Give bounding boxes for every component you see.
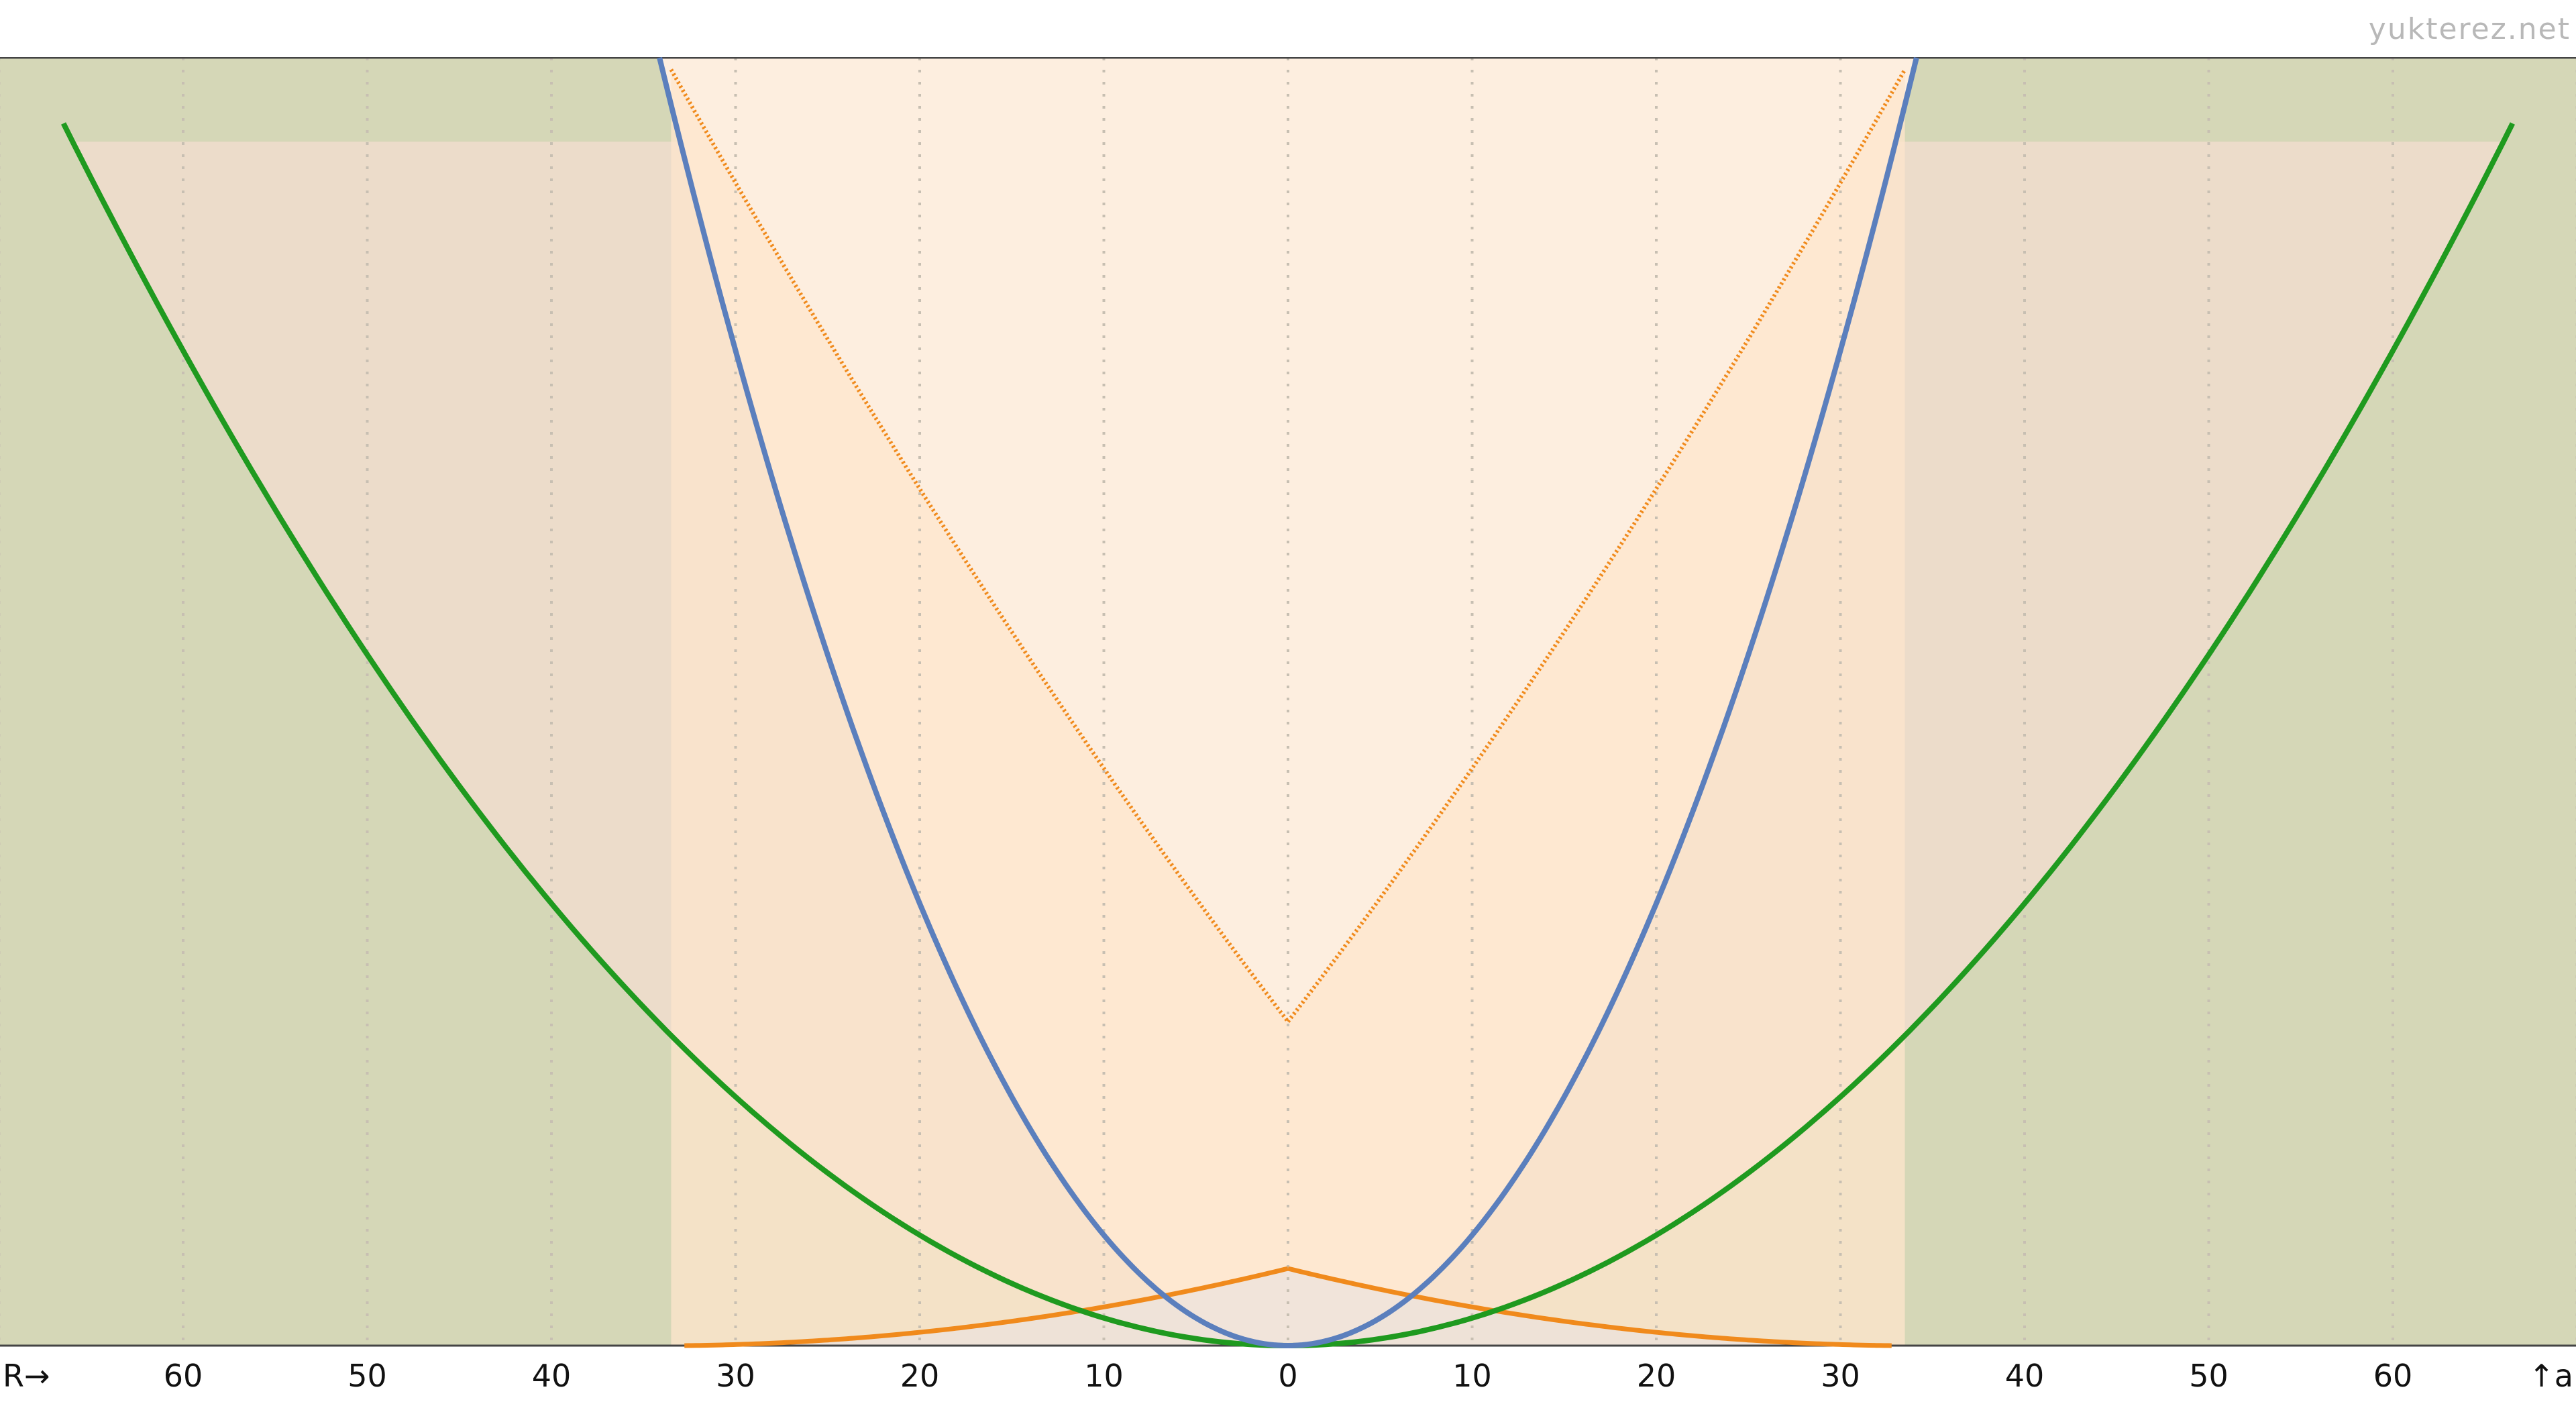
light-cone-right: [1287, 1266, 1892, 1348]
x-tick-label: 50: [2189, 1358, 2229, 1394]
x-tick-label: 20: [900, 1358, 940, 1394]
x-tick-label: 60: [2373, 1358, 2413, 1394]
header-bg: [0, 0, 2576, 57]
light-cone-dotted-left: [669, 68, 1290, 1023]
cone-top-region: [671, 58, 1905, 1022]
light-cone-dotted-right: [1286, 68, 1907, 1023]
x-tick-label: 20: [1636, 1358, 1676, 1394]
x-axis: R→ ↑a 60 50 40 30 20 10 0 10 20 30 40 50 60: [0, 1348, 2576, 1406]
x-axis-label: R→: [3, 1358, 50, 1394]
x-tick-label: 40: [531, 1358, 572, 1394]
x-tick-label: 60: [163, 1358, 203, 1394]
x-tick-label: 10: [1452, 1358, 1492, 1394]
x-tick-label: 50: [347, 1358, 387, 1394]
y-axis-label: ↑a: [2528, 1358, 2573, 1394]
x-tick-label: 0: [1278, 1358, 1298, 1394]
cone-region: [671, 69, 1905, 1346]
x-tick-label: 10: [1084, 1358, 1124, 1394]
rh-curve: [657, 57, 1919, 1349]
light-cone-left: [684, 1266, 1289, 1348]
x-tick-label: 30: [1821, 1358, 1860, 1394]
x-tick-label: 40: [2004, 1358, 2045, 1394]
brand-watermark: yukterez.net: [2368, 12, 2571, 46]
x-tick-label: 30: [716, 1358, 755, 1394]
